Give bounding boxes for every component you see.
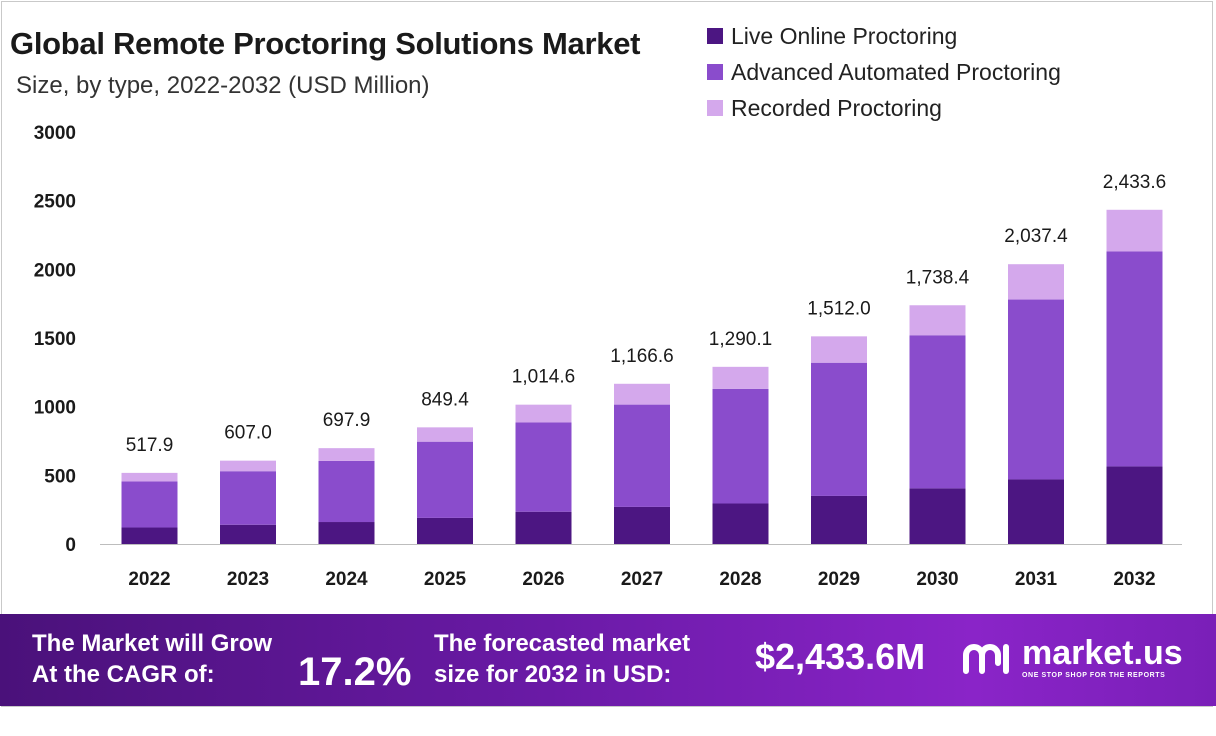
data-label-total-2029: 1,512.0 xyxy=(807,298,870,319)
bar-segment-live-2026 xyxy=(515,511,572,544)
x-tick-label-2027: 2027 xyxy=(621,569,663,590)
bar-segment-recorded-2030 xyxy=(909,305,966,336)
data-label-total-2028: 1,290.1 xyxy=(709,329,772,350)
x-tick-label-2031: 2031 xyxy=(1015,569,1058,590)
data-label-total-2022: 517.9 xyxy=(126,435,174,456)
x-tick-label-2028: 2028 xyxy=(719,569,761,590)
chart-title: Global Remote Proctoring Solutions Marke… xyxy=(10,26,641,61)
bar-segment-recorded-2025 xyxy=(417,427,473,442)
y-tick-label: 0 xyxy=(65,535,76,556)
bar-segment-live-2024 xyxy=(318,522,375,544)
data-label-total-2027: 1,166.6 xyxy=(610,346,673,367)
y-tick-label: 3000 xyxy=(34,123,76,144)
bar-segment-recorded-2031 xyxy=(1008,264,1064,300)
y-tick-label: 1000 xyxy=(34,398,76,419)
market-us-logo: market.us ONE STOP SHOP FOR THE REPORTS xyxy=(962,636,1183,679)
footer-banner: The Market will Grow At the CAGR of: 17.… xyxy=(0,614,1216,706)
legend-item-recorded: Recorded Proctoring xyxy=(707,90,1061,126)
bar-segment-live-2023 xyxy=(220,524,276,544)
data-label-total-2026: 1,014.6 xyxy=(512,367,575,388)
y-tick-label: 1500 xyxy=(34,329,76,350)
x-tick-label-2025: 2025 xyxy=(424,569,467,590)
bar-segment-recorded-2022 xyxy=(121,472,178,482)
data-label-total-2031: 2,037.4 xyxy=(1004,226,1068,247)
bar-segment-advanced-2025 xyxy=(417,441,473,518)
bar-segment-recorded-2026 xyxy=(515,404,572,423)
x-tick-label-2022: 2022 xyxy=(128,569,170,590)
bar-segment-live-2029 xyxy=(811,495,867,544)
y-tick-label: 2500 xyxy=(34,192,76,213)
bar-segment-live-2032 xyxy=(1106,466,1163,544)
bar-segment-advanced-2026 xyxy=(515,422,572,512)
legend-swatch-live xyxy=(707,28,723,44)
forecast-label-line1: The forecasted market xyxy=(434,630,691,657)
bar-segment-live-2022 xyxy=(121,527,178,544)
bar-segment-recorded-2027 xyxy=(614,383,670,405)
legend-label-recorded: Recorded Proctoring xyxy=(731,94,942,121)
legend-label-advanced: Advanced Automated Proctoring xyxy=(731,58,1061,85)
x-tick-label-2026: 2026 xyxy=(522,569,564,590)
bar-segment-advanced-2022 xyxy=(121,481,178,528)
x-tick-label-2029: 2029 xyxy=(818,569,860,590)
chart-frame xyxy=(1,1,1213,707)
legend-label-live: Live Online Proctoring xyxy=(731,22,958,49)
bar-segment-advanced-2030 xyxy=(909,335,966,489)
y-tick-label: 500 xyxy=(44,466,76,487)
forecast-label-line2: size for 2032 in USD: xyxy=(434,661,672,688)
stacked-bar-chart: 0 500 1000 1500 2000 2500 3000 517.9 2022 607.0 20… xyxy=(34,123,1182,590)
data-label-total-2024: 697.9 xyxy=(323,410,371,431)
legend-swatch-advanced xyxy=(707,64,723,80)
bar-segment-live-2030 xyxy=(909,488,966,544)
legend-item-live: Live Online Proctoring xyxy=(707,18,1061,54)
legend: Live Online Proctoring Advanced Automate… xyxy=(707,18,1061,126)
legend-item-advanced: Advanced Automated Proctoring xyxy=(707,54,1061,90)
bar-segment-advanced-2031 xyxy=(1008,299,1064,480)
cagr-label-line2: At the CAGR of: xyxy=(32,661,215,688)
x-tick-label-2024: 2024 xyxy=(325,569,368,590)
x-tick-label-2032: 2032 xyxy=(1113,569,1155,590)
bar-segment-advanced-2027 xyxy=(614,404,670,507)
bar-segment-advanced-2023 xyxy=(220,471,276,525)
data-label-total-2025: 849.4 xyxy=(421,389,469,410)
bar-segment-recorded-2029 xyxy=(811,336,867,363)
y-tick-label: 2000 xyxy=(34,260,76,281)
cagr-value: 17.2% xyxy=(298,650,412,694)
bar-segment-live-2027 xyxy=(614,506,670,544)
data-label-total-2023: 607.0 xyxy=(224,423,272,444)
bar-segment-live-2028 xyxy=(712,503,769,544)
forecast-value: $2,433.6M xyxy=(755,636,926,677)
bar-segment-live-2031 xyxy=(1008,479,1064,544)
forecast-label: The forecasted market size for 2032 in U… xyxy=(434,628,690,690)
bar-segment-recorded-2032 xyxy=(1106,209,1163,252)
cagr-label: The Market will Grow At the CAGR of: xyxy=(32,628,272,690)
bar-segment-recorded-2024 xyxy=(318,448,375,461)
bar-segment-advanced-2029 xyxy=(811,362,867,496)
chart-subtitle: Size, by type, 2022-2032 (USD Million) xyxy=(16,72,430,99)
logo-name: market.us xyxy=(1022,634,1183,672)
bar-segment-recorded-2028 xyxy=(712,366,769,389)
data-label-total-2030: 1,738.4 xyxy=(906,267,970,288)
x-tick-label-2023: 2023 xyxy=(227,569,269,590)
legend-swatch-recorded xyxy=(707,100,723,116)
logo-tagline: ONE STOP SHOP FOR THE REPORTS xyxy=(1022,672,1166,679)
market-us-logo-icon xyxy=(963,643,1009,674)
cagr-label-line1: The Market will Grow xyxy=(32,630,273,657)
bar-segment-recorded-2023 xyxy=(220,460,276,472)
data-label-total-2032: 2,433.6 xyxy=(1103,172,1166,193)
x-tick-label-2030: 2030 xyxy=(916,569,958,590)
bar-segment-advanced-2028 xyxy=(712,388,769,504)
bar-segment-advanced-2024 xyxy=(318,460,375,523)
bar-segment-advanced-2032 xyxy=(1106,251,1163,467)
bar-segment-live-2025 xyxy=(417,517,473,544)
